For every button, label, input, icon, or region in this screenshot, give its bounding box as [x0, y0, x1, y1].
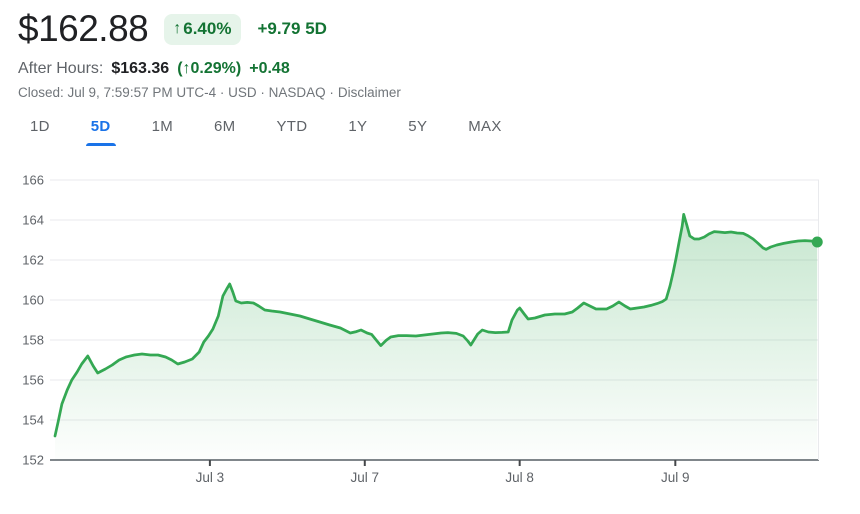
x-tick-label: Jul 3 — [196, 470, 225, 485]
market-status-text: Closed: Jul 9, 7:59:57 PM UTC-4 · USD · … — [18, 85, 334, 100]
y-tick-label: 164 — [22, 213, 44, 228]
after-hours-row: After Hours: $163.36 (↑0.29%) +0.48 — [0, 50, 860, 78]
tab-ytd[interactable]: YTD — [274, 114, 309, 146]
after-hours-label: After Hours: — [18, 60, 104, 77]
change-percent-value: 6.40% — [183, 18, 232, 38]
y-tick-label: 160 — [22, 293, 44, 308]
x-tick-label: Jul 8 — [505, 470, 534, 485]
tab-1d[interactable]: 1D — [28, 114, 52, 146]
x-tick-label: Jul 7 — [351, 470, 380, 485]
price-header: $162.88 ↑ 6.40% +9.79 5D — [0, 0, 860, 50]
after-hours-change-percent: (↑0.29%) — [177, 60, 242, 77]
market-status-row: Closed: Jul 9, 7:59:57 PM UTC-4 · USD · … — [0, 78, 860, 100]
time-range-tabs: 1D 5D 1M 6M YTD 1Y 5Y MAX — [0, 100, 860, 146]
tab-1y[interactable]: 1Y — [346, 114, 369, 146]
price-line — [53, 213, 819, 438]
change-percent-badge: ↑ 6.40% — [164, 13, 242, 45]
x-axis: Jul 3 Jul 7 Jul 8 Jul 9 — [196, 460, 690, 485]
y-tick-label: 156 — [22, 373, 44, 388]
tab-5d[interactable]: 5D — [85, 114, 116, 146]
current-price: $162.88 — [18, 8, 149, 49]
tab-6m[interactable]: 6M — [212, 114, 237, 146]
y-tick-label: 152 — [22, 453, 44, 468]
change-absolute: +9.79 5D — [257, 19, 327, 38]
after-hours-price: $163.36 — [111, 60, 170, 77]
disclaimer-link[interactable]: Disclaimer — [337, 85, 401, 100]
y-tick-label: 162 — [22, 253, 44, 268]
price-area-fill — [55, 214, 818, 460]
after-hours-change-absolute: +0.48 — [249, 60, 290, 77]
y-tick-label: 166 — [22, 173, 44, 188]
x-tick-label: Jul 9 — [661, 470, 690, 485]
y-tick-label: 158 — [22, 333, 44, 348]
latest-price-dot — [811, 236, 823, 248]
y-tick-label: 154 — [22, 413, 44, 428]
tab-max[interactable]: MAX — [466, 114, 503, 146]
tab-5y[interactable]: 5Y — [406, 114, 429, 146]
tab-1m[interactable]: 1M — [150, 114, 175, 146]
up-arrow-icon: ↑ — [173, 19, 182, 37]
